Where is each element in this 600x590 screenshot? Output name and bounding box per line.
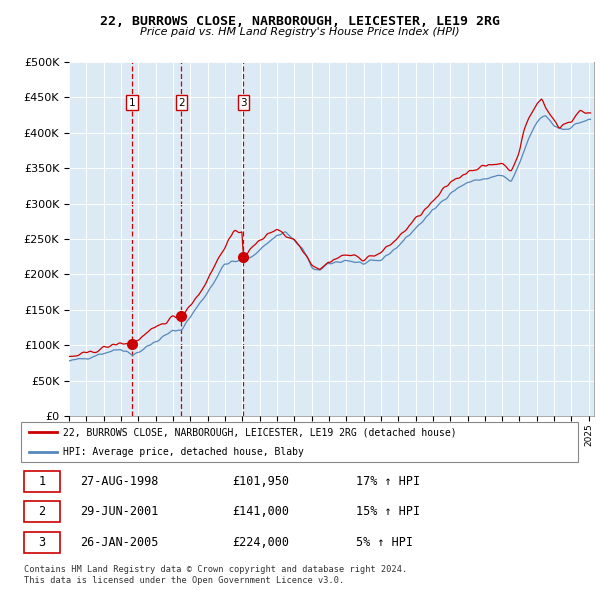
Text: 5% ↑ HPI: 5% ↑ HPI [356, 536, 413, 549]
Text: HPI: Average price, detached house, Blaby: HPI: Average price, detached house, Blab… [63, 447, 304, 457]
Text: Contains HM Land Registry data © Crown copyright and database right 2024.
This d: Contains HM Land Registry data © Crown c… [24, 565, 407, 585]
Text: 17% ↑ HPI: 17% ↑ HPI [356, 475, 421, 488]
Text: 22, BURROWS CLOSE, NARBOROUGH, LEICESTER, LE19 2RG: 22, BURROWS CLOSE, NARBOROUGH, LEICESTER… [100, 15, 500, 28]
Text: 3: 3 [38, 536, 46, 549]
Text: 15% ↑ HPI: 15% ↑ HPI [356, 505, 421, 519]
Text: £141,000: £141,000 [232, 505, 289, 519]
FancyBboxPatch shape [23, 502, 60, 522]
Text: 3: 3 [240, 98, 247, 107]
Text: 1: 1 [38, 475, 46, 488]
FancyBboxPatch shape [23, 471, 60, 492]
Text: 22, BURROWS CLOSE, NARBOROUGH, LEICESTER, LE19 2RG (detached house): 22, BURROWS CLOSE, NARBOROUGH, LEICESTER… [63, 427, 457, 437]
Text: Price paid vs. HM Land Registry's House Price Index (HPI): Price paid vs. HM Land Registry's House … [140, 27, 460, 37]
Text: 2: 2 [38, 505, 46, 519]
Text: 26-JAN-2005: 26-JAN-2005 [80, 536, 158, 549]
FancyBboxPatch shape [21, 422, 578, 462]
Text: 2: 2 [178, 98, 185, 107]
Text: £101,950: £101,950 [232, 475, 289, 488]
FancyBboxPatch shape [23, 532, 60, 553]
Text: £224,000: £224,000 [232, 536, 289, 549]
Text: 27-AUG-1998: 27-AUG-1998 [80, 475, 158, 488]
Text: 1: 1 [129, 98, 136, 107]
Text: 29-JUN-2001: 29-JUN-2001 [80, 505, 158, 519]
